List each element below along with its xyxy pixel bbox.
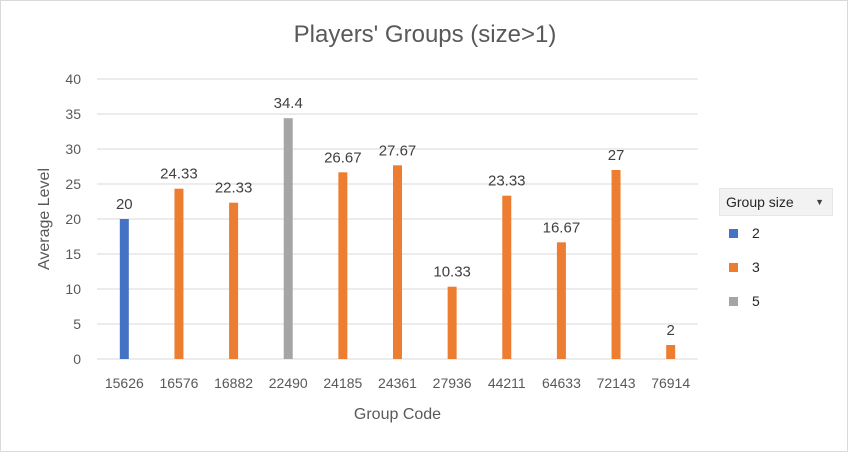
x-tick-label: 27936 [433,375,472,391]
y-tick-label: 30 [65,141,81,157]
bar [393,165,402,359]
y-tick-label: 5 [73,316,81,332]
data-label: 26.67 [324,149,362,166]
data-label: 20 [116,196,133,213]
x-tick-label: 16576 [159,375,198,391]
x-tick-label: 15626 [105,375,144,391]
bar [119,219,129,359]
y-tick-label: 25 [65,176,81,192]
data-label: 27 [608,147,625,164]
x-tick-label: 24361 [378,375,417,391]
bar [447,286,457,359]
x-tick-label: 76914 [651,375,690,391]
data-label: 27.67 [379,142,417,159]
bar [229,202,239,359]
legend-label: 3 [752,259,760,275]
x-tick-label: 22490 [269,375,308,391]
x-tick-label: 44211 [488,375,526,391]
legend-item: 2 [719,216,833,250]
chart-title: Players' Groups (size>1) [293,21,557,48]
y-tick-label: 10 [65,281,81,297]
bar [174,188,184,359]
data-label: 34.4 [274,95,303,112]
bar [502,195,512,359]
legend-title: Group size [726,194,794,210]
dropdown-arrow-icon: ▼ [815,197,824,207]
x-tick-label: 72143 [597,375,636,391]
legend: Group size ▼ 2 3 5 [719,188,833,318]
y-tick-label: 0 [73,351,81,367]
bar [611,170,621,359]
y-tick-label: 40 [65,71,81,87]
data-label: 22.33 [215,180,253,197]
data-label: 2 [667,322,675,339]
x-tick-label: 16882 [214,375,253,391]
data-label: 16.67 [543,219,581,236]
bar [338,172,348,359]
legend-item: 5 [719,284,833,318]
legend-label: 5 [752,293,760,309]
y-tick-label: 35 [65,106,81,122]
y-axis-title: Average Level [36,168,53,270]
bar [556,242,566,359]
legend-swatch [729,296,738,306]
legend-filter-button[interactable]: Group size ▼ [719,188,833,216]
legend-swatch [729,228,738,238]
x-axis-title: Group Code [354,406,441,423]
x-tick-label: 24185 [323,375,362,391]
legend-label: 2 [752,225,760,241]
x-tick-label: 64633 [542,375,581,391]
bar [666,345,676,359]
y-tick-label: 20 [65,211,81,227]
data-label: 10.33 [433,264,471,281]
legend-item: 3 [719,250,833,284]
bar [283,118,293,359]
data-label: 24.33 [160,166,198,183]
data-label: 23.33 [488,173,526,190]
y-tick-label: 15 [65,246,81,262]
legend-swatch [729,262,738,272]
